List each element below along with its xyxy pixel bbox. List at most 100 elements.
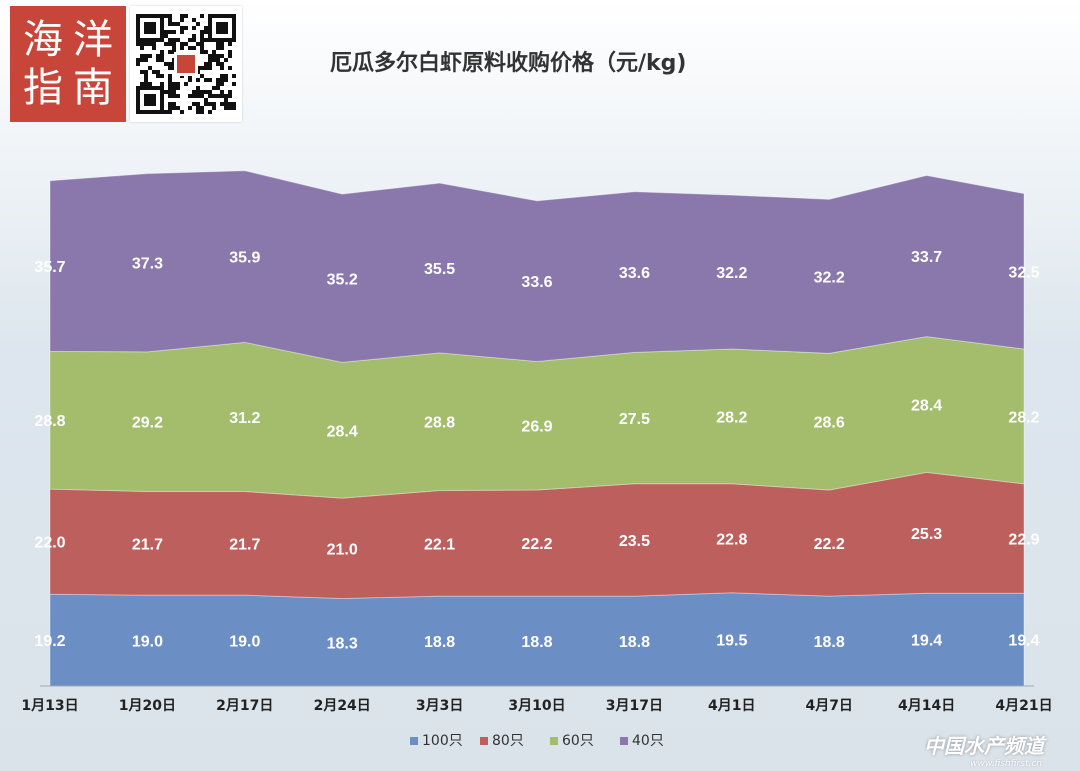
qr-module bbox=[216, 58, 220, 62]
data-label: 22.9 bbox=[1008, 532, 1039, 549]
qr-module bbox=[204, 98, 208, 102]
logo-char: 南 bbox=[73, 65, 113, 111]
qr-module bbox=[168, 66, 172, 70]
x-tick-label: 2月24日 bbox=[314, 698, 371, 714]
legend-label: 100只 bbox=[422, 733, 463, 749]
qr-module bbox=[192, 94, 196, 98]
qr-module bbox=[168, 18, 172, 22]
x-tick-label: 4月21日 bbox=[995, 698, 1052, 714]
qr-module bbox=[168, 30, 172, 34]
data-label: 28.8 bbox=[34, 413, 65, 430]
qr-module bbox=[176, 22, 180, 26]
qr-module bbox=[208, 78, 212, 82]
qr-module bbox=[200, 38, 204, 42]
qr-module bbox=[168, 50, 172, 54]
qr-module bbox=[192, 18, 196, 22]
data-label: 33.7 bbox=[911, 249, 942, 266]
qr-module bbox=[200, 90, 204, 94]
qr-module bbox=[184, 14, 188, 18]
qr-module bbox=[144, 70, 148, 74]
x-tick-label: 1月20日 bbox=[119, 698, 176, 714]
qr-module bbox=[212, 58, 216, 62]
qr-module bbox=[152, 42, 156, 46]
qr-module bbox=[144, 74, 148, 78]
qr-module bbox=[224, 94, 228, 98]
qr-module bbox=[200, 110, 204, 114]
qr-finder-core bbox=[144, 22, 156, 34]
qr-module bbox=[144, 58, 148, 62]
qr-module bbox=[192, 38, 196, 42]
qr-module bbox=[200, 34, 204, 38]
qr-module bbox=[156, 54, 160, 58]
qr-module bbox=[172, 22, 176, 26]
qr-module bbox=[220, 78, 224, 82]
qr-module bbox=[228, 102, 232, 106]
data-label: 21.7 bbox=[132, 536, 163, 553]
qr-module bbox=[164, 30, 168, 34]
qr-module bbox=[208, 110, 212, 114]
data-label: 28.4 bbox=[327, 423, 358, 440]
qr-module bbox=[196, 86, 200, 90]
chart-title: 厄瓜多尔白虾原料收购价格（元/kg) bbox=[330, 51, 687, 76]
qr-module bbox=[140, 54, 144, 58]
qr-module bbox=[168, 74, 172, 78]
qr-finder-core bbox=[144, 94, 156, 106]
data-label: 33.6 bbox=[521, 274, 552, 291]
data-label: 19.2 bbox=[34, 633, 65, 650]
qr-module bbox=[220, 94, 224, 98]
brand-logo: 海 洋 指 南 bbox=[10, 6, 126, 122]
qr-module bbox=[220, 102, 224, 106]
data-label: 19.4 bbox=[911, 633, 942, 650]
qr-module bbox=[188, 106, 192, 110]
data-label: 28.6 bbox=[814, 415, 845, 432]
data-label: 19.0 bbox=[229, 634, 260, 651]
qr-module bbox=[228, 42, 232, 46]
qr-module bbox=[220, 62, 224, 66]
qr-module bbox=[216, 82, 220, 86]
qr-module bbox=[172, 82, 176, 86]
qr-module bbox=[204, 38, 208, 42]
data-label: 31.2 bbox=[229, 410, 260, 427]
qr-module bbox=[140, 82, 144, 86]
qr-module bbox=[172, 46, 176, 50]
x-tick-label: 2月17日 bbox=[216, 698, 273, 714]
qr-module bbox=[224, 74, 228, 78]
qr-module bbox=[216, 42, 220, 46]
qr-module bbox=[200, 106, 204, 110]
qr-module bbox=[192, 90, 196, 94]
x-tick-label: 4月7日 bbox=[805, 698, 852, 714]
qr-module bbox=[136, 42, 140, 46]
qr-module bbox=[204, 62, 208, 66]
qr-module bbox=[192, 46, 196, 50]
qr-module bbox=[152, 70, 156, 74]
qr-module bbox=[208, 62, 212, 66]
qr-module bbox=[160, 58, 164, 62]
legend-swatch bbox=[550, 737, 558, 745]
qr-module bbox=[216, 78, 220, 82]
data-label: 18.3 bbox=[327, 635, 358, 652]
qr-module bbox=[176, 86, 180, 90]
qr-module bbox=[200, 42, 204, 46]
qr-module bbox=[228, 106, 232, 110]
qr-module bbox=[228, 54, 232, 58]
qr-module bbox=[180, 30, 184, 34]
x-tick-label: 3月3日 bbox=[416, 698, 463, 714]
qr-module bbox=[204, 30, 208, 34]
qr-module bbox=[164, 34, 168, 38]
qr-module bbox=[196, 94, 200, 98]
data-label: 35.5 bbox=[424, 261, 455, 278]
qr-module bbox=[204, 102, 208, 106]
qr-module bbox=[196, 110, 200, 114]
qr-module bbox=[176, 106, 180, 110]
qr-module bbox=[140, 70, 144, 74]
qr-module bbox=[176, 94, 180, 98]
legend-label: 80只 bbox=[492, 733, 524, 749]
qr-module bbox=[172, 102, 176, 106]
area-80只 bbox=[49, 471, 1025, 600]
qr-module bbox=[172, 106, 176, 110]
qr-module bbox=[172, 90, 176, 94]
x-tick-label: 3月10日 bbox=[508, 698, 565, 714]
data-label: 22.2 bbox=[814, 536, 845, 553]
qr-module bbox=[212, 54, 216, 58]
